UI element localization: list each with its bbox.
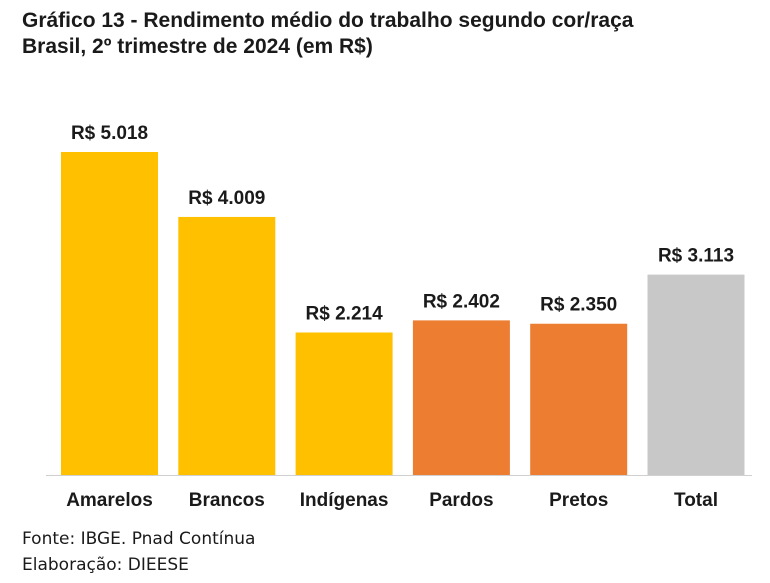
chart-title: Gráfico 13 - Rendimento médio do trabalh… [22, 9, 634, 32]
category-label: Pardos [429, 490, 493, 511]
chart-footer: Fonte: IBGE. Pnad Contínua Elaboração: D… [22, 526, 255, 578]
bar-indígenas [295, 332, 393, 475]
category-label: Amarelos [66, 490, 153, 511]
data-label: R$ 3.113 [658, 246, 734, 267]
chart-subtitle: Brasil, 2º trimestre de 2024 (em R$) [22, 35, 373, 58]
bar-pardos [412, 320, 510, 475]
category-label: Brancos [189, 490, 265, 511]
bar-pretos [530, 323, 628, 475]
data-label: R$ 2.402 [423, 291, 500, 312]
source-note: Fonte: IBGE. Pnad Contínua [22, 529, 256, 549]
data-label: R$ 5.018 [71, 123, 148, 144]
data-label: R$ 2.350 [540, 295, 617, 316]
chart-title-block: Gráfico 13 - Rendimento médio do trabalh… [22, 8, 633, 60]
bar-brancos [178, 216, 276, 476]
elaboration-note: Elaboração: DIEESE [22, 555, 189, 575]
category-label: Pretos [549, 490, 608, 511]
bar-total [647, 274, 745, 475]
category-label: Indígenas [300, 490, 389, 511]
bar-amarelos [61, 152, 158, 475]
category-label: Total [674, 490, 718, 511]
data-label: R$ 4.009 [188, 188, 265, 209]
data-label: R$ 2.214 [306, 303, 384, 324]
